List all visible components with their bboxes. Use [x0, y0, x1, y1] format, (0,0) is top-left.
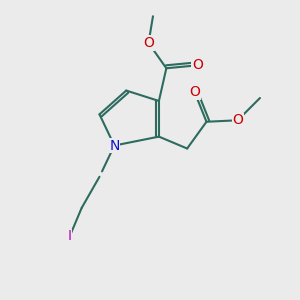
Text: O: O	[192, 58, 203, 72]
Text: N: N	[109, 139, 119, 152]
Text: O: O	[232, 113, 243, 127]
Text: O: O	[189, 85, 200, 99]
Text: O: O	[143, 36, 154, 50]
Text: I: I	[68, 229, 72, 243]
